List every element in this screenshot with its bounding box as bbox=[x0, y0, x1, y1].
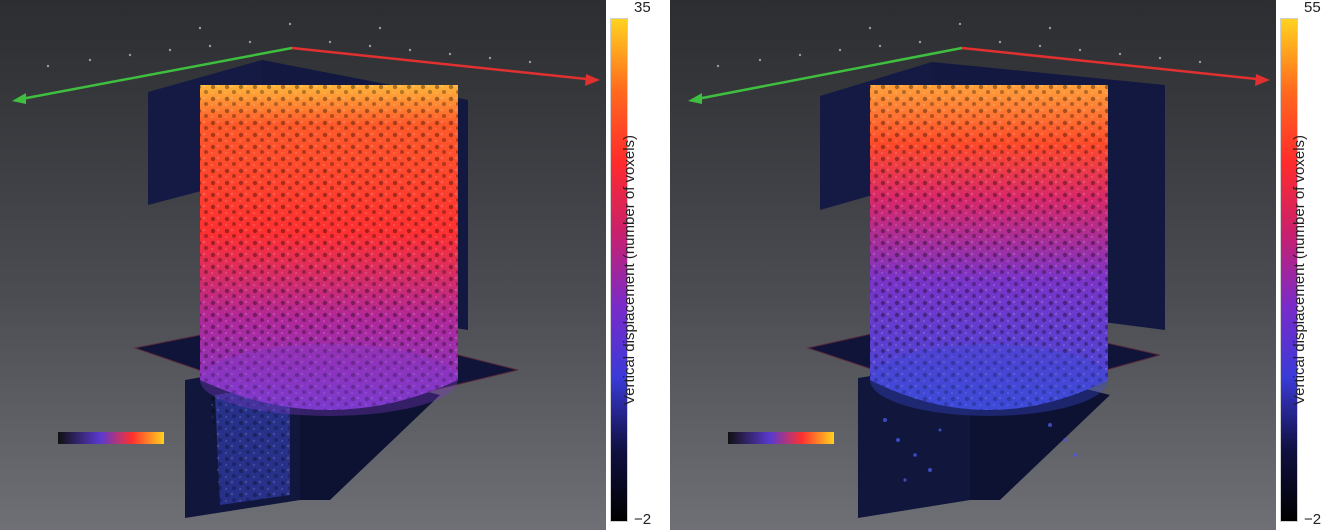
grid-dots bbox=[716, 22, 1202, 68]
cylinder-base bbox=[200, 344, 458, 416]
cylinder-base bbox=[870, 344, 1108, 416]
grid-dots bbox=[46, 22, 532, 68]
x-axis-line bbox=[291, 46, 597, 82]
colorbar-title: Vertical displacement (number of voxels) bbox=[1291, 134, 1308, 406]
lower-particles bbox=[883, 418, 1077, 482]
render-viewport-left bbox=[0, 0, 606, 530]
y-axis-arrow-icon bbox=[688, 93, 702, 104]
y-axis-arrow-icon bbox=[12, 93, 26, 104]
colorbar-max-label: 35 bbox=[634, 0, 651, 16]
y-axis-line bbox=[691, 46, 963, 102]
panel-right: 55 −2 Vertical displacement (number of v… bbox=[670, 0, 1339, 530]
colorbar-left bbox=[610, 18, 628, 522]
panel-left: 35 −2 Vertical displacement (number of v… bbox=[0, 0, 669, 530]
colorbar-min-label: −2 bbox=[1304, 511, 1322, 528]
volume-render-left bbox=[0, 0, 606, 530]
inset-colorbar bbox=[58, 432, 164, 444]
inset-colorbar bbox=[728, 432, 834, 444]
colorbar-max-label: 55 bbox=[1304, 0, 1321, 16]
colorbar-right bbox=[1280, 18, 1298, 522]
volume-render-right bbox=[670, 0, 1276, 530]
colorbar-min-label: −2 bbox=[634, 511, 652, 528]
x-axis-arrow-icon bbox=[585, 74, 600, 86]
y-axis-line bbox=[15, 46, 293, 102]
render-viewport-right bbox=[670, 0, 1276, 530]
x-axis-arrow-icon bbox=[1255, 74, 1270, 86]
colorbar-title: Vertical displacement (number of voxels) bbox=[621, 134, 638, 406]
x-axis-line bbox=[961, 46, 1267, 82]
